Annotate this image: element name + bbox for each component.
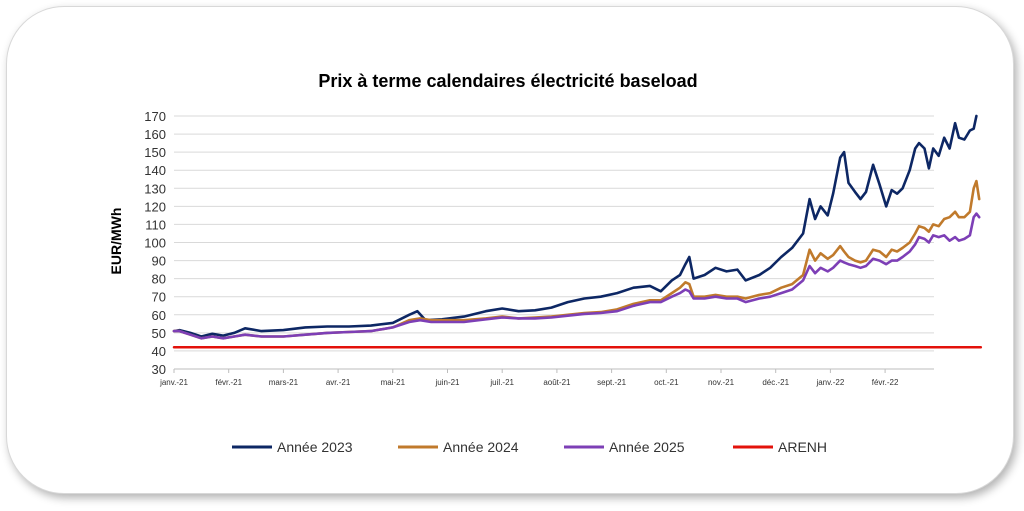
y-tick-label: 100 bbox=[144, 236, 166, 251]
y-tick-label: 90 bbox=[152, 254, 166, 269]
x-tick-label: févr.-21 bbox=[215, 378, 242, 387]
y-tick-label: 170 bbox=[144, 109, 166, 124]
legend-label: Année 2025 bbox=[609, 439, 685, 455]
grid-lines bbox=[174, 115, 934, 370]
x-tick-label: déc.-21 bbox=[762, 378, 789, 387]
y-tick-label: 160 bbox=[144, 127, 166, 142]
y-tick-label: 130 bbox=[144, 181, 166, 196]
x-tick-label: mai-21 bbox=[381, 378, 406, 387]
x-tick-label: févr.-22 bbox=[872, 378, 899, 387]
series-lines bbox=[172, 114, 983, 349]
y-tick-label: 80 bbox=[152, 272, 166, 287]
y-tick-label: 70 bbox=[152, 290, 166, 305]
y-tick-label: 50 bbox=[152, 326, 166, 341]
y-axis-label: EUR/MWh bbox=[108, 208, 124, 275]
y-tick-label: 140 bbox=[144, 163, 166, 178]
x-tick-label: août-21 bbox=[543, 378, 571, 387]
x-tick-label: juil.-21 bbox=[489, 378, 514, 387]
chart-title: Prix à terme calendaires électricité bas… bbox=[318, 71, 697, 91]
x-tick-label: sept.-21 bbox=[597, 378, 626, 387]
x-tick-label: juin-21 bbox=[434, 378, 460, 387]
legend: Année 2023 Année 2024 Année 2025 ARENH bbox=[232, 439, 827, 455]
series-line-3 bbox=[172, 212, 981, 340]
y-axis-ticks: 30 40 50 60 70 80 90 100 110 120 130 140 150 160 170 bbox=[144, 109, 166, 377]
x-tick-label: mars-21 bbox=[269, 378, 299, 387]
y-tick-label: 30 bbox=[152, 362, 166, 377]
y-tick-label: 60 bbox=[152, 308, 166, 323]
y-tick-label: 120 bbox=[144, 199, 166, 214]
x-tick-label: janv.-21 bbox=[159, 378, 188, 387]
x-tick-label: oct.-21 bbox=[654, 378, 679, 387]
legend-label: Année 2023 bbox=[277, 439, 353, 455]
x-tick-label: avr.-21 bbox=[326, 378, 351, 387]
series-line-1 bbox=[172, 114, 978, 338]
y-tick-label: 150 bbox=[144, 145, 166, 160]
y-tick-label: 110 bbox=[145, 217, 166, 232]
x-axis-ticks: janv.-21 févr.-21 mars-21 avr.-21 mai-21 juin… bbox=[159, 369, 899, 387]
legend-label: ARENH bbox=[778, 439, 827, 455]
legend-label: Année 2024 bbox=[443, 439, 519, 455]
x-tick-label: nov.-21 bbox=[708, 378, 735, 387]
chart-card bbox=[6, 6, 1014, 494]
y-tick-label: 40 bbox=[152, 344, 166, 359]
x-tick-label: janv.-22 bbox=[815, 378, 844, 387]
